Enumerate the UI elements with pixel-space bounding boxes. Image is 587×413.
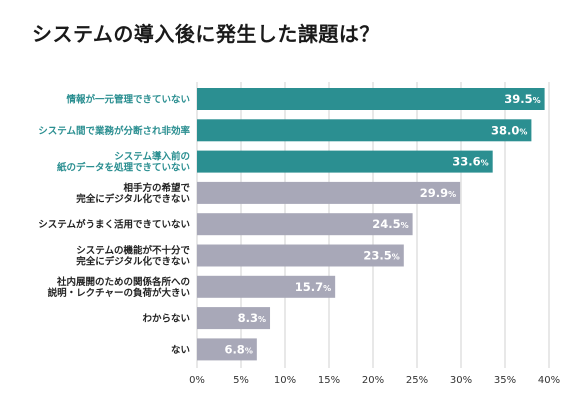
category-label: わからない — [142, 314, 190, 325]
category-label: 情報が一元管理できていない — [65, 94, 190, 106]
data-label: 29.9% — [420, 186, 456, 200]
x-tick-label: 35% — [494, 375, 516, 386]
category-label: システム間で業務が分断され非効率 — [38, 125, 190, 137]
chart-title: システムの導入後に発生した課題は？ — [32, 22, 380, 46]
data-label: 24.5% — [372, 217, 408, 231]
bar — [197, 119, 532, 142]
data-label: 8.3% — [238, 311, 266, 325]
data-label: 33.6% — [452, 155, 488, 169]
bar — [197, 150, 493, 173]
bar — [197, 181, 461, 204]
category-label: 相手方の希望で完全にデジタル化できない — [76, 182, 190, 205]
bar — [197, 244, 404, 267]
data-label: 38.0% — [491, 123, 527, 137]
bar — [197, 275, 336, 298]
bar — [197, 338, 257, 361]
data-label: 23.5% — [363, 249, 399, 263]
data-label: 39.5% — [504, 92, 540, 106]
data-label: 15.7% — [295, 280, 331, 294]
x-tick-label: 10% — [274, 375, 296, 386]
x-tick-label: 40% — [538, 375, 560, 386]
category-label: ない — [171, 345, 190, 356]
category-label: システムがうまく活用できていない — [38, 219, 190, 231]
bar — [197, 307, 271, 330]
data-label: 6.8% — [224, 342, 252, 356]
x-tick-label: 25% — [406, 375, 428, 386]
bar — [197, 213, 413, 236]
x-tick-label: 15% — [318, 375, 340, 386]
x-tick-label: 30% — [450, 375, 472, 386]
category-label: システムの機能が不十分で完全にデジタル化できない — [76, 245, 190, 268]
x-tick-label: 5% — [233, 375, 249, 386]
bar — [197, 88, 545, 110]
category-label: 社内展開のための関係各所への説明・レクチャーの負荷が大きい — [48, 276, 190, 299]
category-label: システム導入前の紙のデータを処理できていない — [57, 151, 190, 174]
x-tick-label: 0% — [189, 375, 205, 386]
x-tick-label: 20% — [362, 375, 384, 386]
